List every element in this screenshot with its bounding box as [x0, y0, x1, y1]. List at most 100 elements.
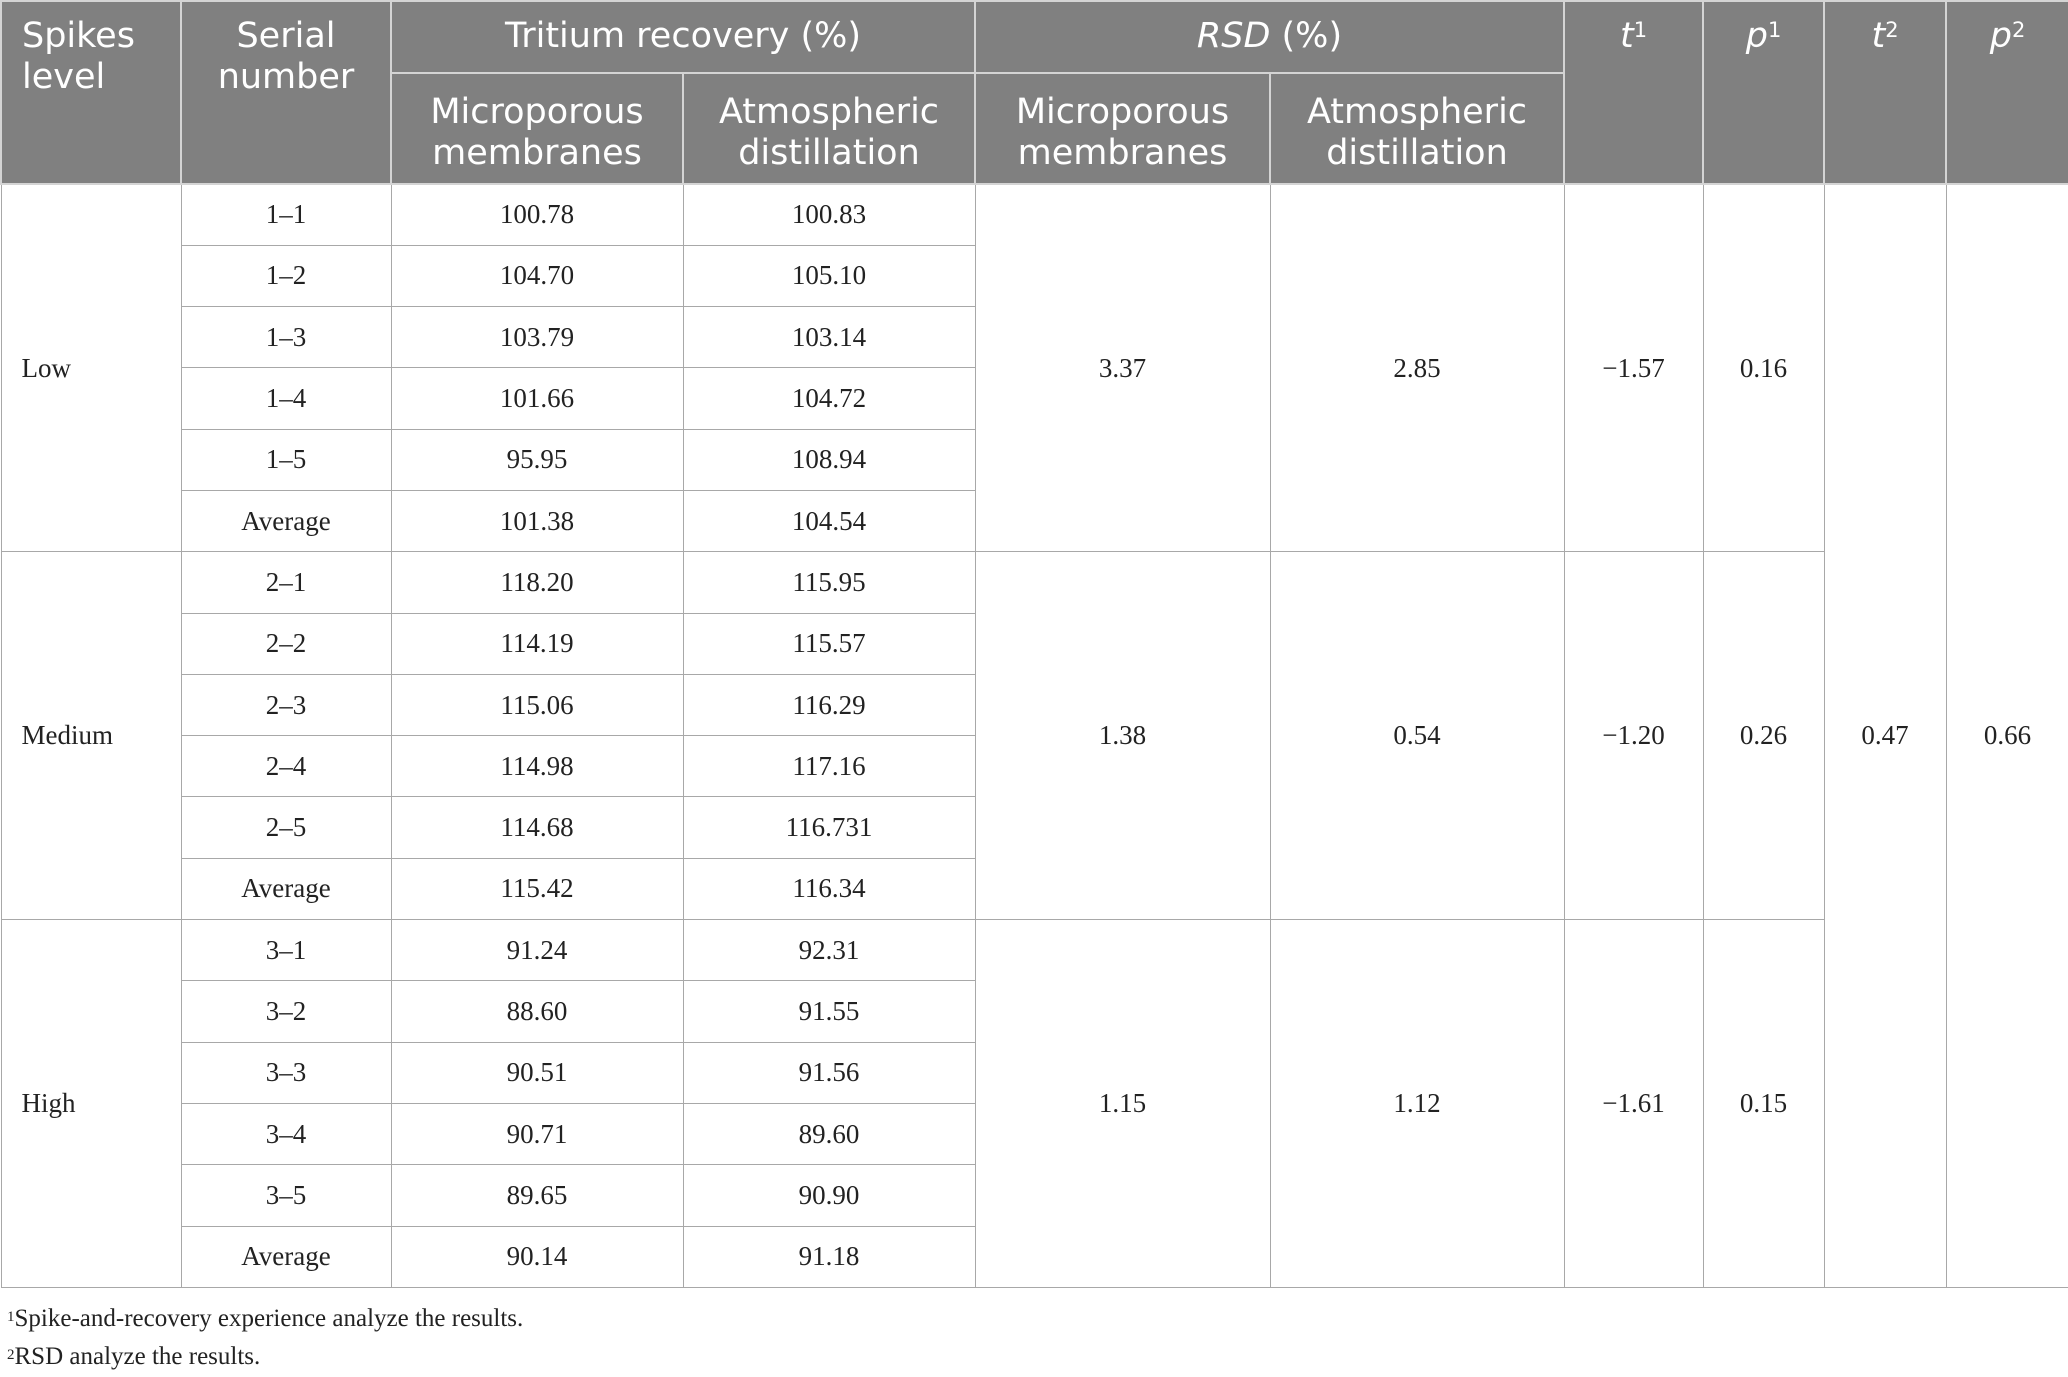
header-t1-sup: 1	[1633, 18, 1648, 42]
serial-cell: 1–4	[180, 367, 392, 430]
table-row: Average 90.14 91.18	[1, 1225, 2068, 1288]
header-p1: p1	[1702, 0, 1826, 185]
t1-high: −1.61	[1563, 919, 1704, 1288]
p1-medium: 0.26	[1702, 551, 1825, 921]
serial-cell: 1–2	[180, 244, 392, 308]
header-t1: t1	[1563, 0, 1705, 185]
atmospheric-cell: 104.54	[682, 489, 976, 553]
microporous-cell: 88.60	[390, 980, 684, 1043]
table-row: 1–5 95.95 108.94	[1, 428, 2068, 491]
p2-value: 0.66	[1945, 183, 2068, 1288]
serial-cell: 2–5	[180, 796, 392, 859]
header-t2-sup: 2	[1885, 18, 1899, 42]
table-row: 1–4 101.66 104.72	[1, 367, 2068, 430]
footnote-1-text: Spike-and-recovery experience analyze th…	[14, 1305, 524, 1332]
spikes-level-high: High	[0, 919, 182, 1288]
header-rsd-microporous: Microporous membranes	[974, 72, 1271, 185]
atmospheric-cell: 100.83	[682, 183, 976, 246]
atmospheric-cell: 117.16	[682, 735, 976, 798]
microporous-cell: 114.98	[390, 735, 684, 798]
t1-low: −1.57	[1563, 183, 1704, 553]
table-row: High 3–1 91.24 92.31 1.15 1.12 −1.61 0.1…	[0, 919, 2068, 1288]
microporous-cell: 103.79	[390, 306, 684, 369]
table-row: 3–3 90.51 91.56	[1, 1041, 2068, 1104]
atmospheric-cell: 103.14	[682, 306, 976, 369]
atmospheric-cell: 105.10	[682, 244, 976, 308]
atmospheric-cell: 104.72	[682, 367, 976, 430]
table-row: 2–2 114.19 115.57	[1, 612, 2068, 675]
t1-medium: −1.20	[1563, 551, 1704, 921]
serial-cell: Average	[180, 857, 392, 921]
serial-cell: 2–2	[180, 612, 392, 675]
microporous-cell: 91.24	[390, 919, 684, 982]
serial-cell: 1–3	[180, 306, 392, 369]
table-header: Spikes level Serial number Tritium recov…	[0, 0, 2068, 185]
atmospheric-cell: 116.34	[682, 857, 976, 921]
microporous-cell: 100.78	[390, 183, 684, 246]
microporous-cell: 115.42	[390, 857, 684, 921]
atmospheric-cell: 92.31	[682, 919, 976, 982]
footnotes: 1Spike-and-recovery experience analyze t…	[7, 1300, 523, 1376]
microporous-cell: 114.19	[390, 612, 684, 675]
atmospheric-cell: 116.731	[682, 796, 976, 859]
p1-low: 0.16	[1702, 183, 1825, 553]
serial-cell: Average	[180, 489, 392, 553]
table-row: Average 101.38 104.54	[1, 489, 2068, 553]
table-row: 2–4 114.98 117.16	[1, 735, 2068, 798]
header-t1-symbol: t	[1619, 16, 1634, 56]
table-row: 3–2 88.60 91.55	[1, 980, 2068, 1043]
header-rsd-name: RSD	[1196, 16, 1271, 56]
header-tritium-recovery: Tritium recovery (%)	[390, 0, 976, 74]
footnote-2: 2RSD analyze the results.	[7, 1338, 523, 1376]
atmospheric-cell: 115.95	[682, 551, 976, 614]
atmospheric-cell: 115.57	[682, 612, 976, 675]
table-row: 2–3 115.06 116.29	[1, 673, 2068, 737]
header-rsd-atmospheric: Atmospheric distillation	[1268, 72, 1566, 185]
rsd-atmospheric-low: 2.85	[1269, 183, 1565, 553]
header-t2: t2	[1823, 0, 1948, 185]
results-table: Spikes level Serial number Tritium recov…	[0, 0, 2068, 1288]
table-row: 1–2 104.70 105.10	[1, 244, 2068, 308]
microporous-cell: 104.70	[390, 244, 684, 308]
microporous-cell: 115.06	[390, 673, 684, 737]
rsd-atmospheric-high: 1.12	[1269, 919, 1565, 1288]
serial-cell: 1–5	[180, 428, 392, 491]
microporous-cell: 90.71	[390, 1102, 684, 1166]
rsd-microporous-high: 1.15	[974, 919, 1271, 1288]
microporous-cell: 118.20	[390, 551, 684, 614]
microporous-cell: 90.51	[390, 1041, 684, 1104]
microporous-cell: 101.38	[390, 489, 684, 553]
header-recovery-atmospheric: Atmospheric distillation	[682, 72, 976, 185]
header-p1-symbol: p	[1745, 16, 1768, 56]
serial-cell: 1–1	[180, 183, 392, 246]
serial-cell: 3–2	[180, 980, 392, 1043]
serial-cell: 2–4	[180, 735, 392, 798]
header-p2-symbol: p	[1989, 16, 2012, 56]
table-body: Low 1–1 100.78 100.83 3.37 2.85 −1.57 0.…	[0, 183, 2068, 1288]
header-spikes-level: Spikes level	[0, 0, 182, 185]
microporous-cell: 90.14	[390, 1225, 684, 1288]
microporous-cell: 101.66	[390, 367, 684, 430]
serial-cell: 2–3	[180, 673, 392, 737]
p1-high: 0.15	[1702, 919, 1825, 1288]
atmospheric-cell: 91.55	[682, 980, 976, 1043]
spikes-level-medium: Medium	[0, 551, 182, 921]
rsd-atmospheric-medium: 0.54	[1269, 551, 1565, 921]
serial-cell: 3–1	[180, 919, 392, 982]
atmospheric-cell: 89.60	[682, 1102, 976, 1166]
atmospheric-cell: 108.94	[682, 428, 976, 491]
t2-value: 0.47	[1823, 183, 1947, 1288]
serial-cell: 3–3	[180, 1041, 392, 1104]
microporous-cell: 89.65	[390, 1164, 684, 1227]
table-row: 2–5 114.68 116.731	[1, 796, 2068, 859]
table-row: Low 1–1 100.78 100.83 3.37 2.85 −1.57 0.…	[0, 183, 2068, 1288]
serial-cell: 2–1	[180, 551, 392, 614]
header-rsd: RSD (%)	[973, 0, 1566, 74]
footnote-1-mark: 1	[7, 1309, 15, 1325]
header-t2-symbol: t	[1871, 16, 1886, 56]
microporous-cell: 95.95	[390, 428, 684, 491]
table-row: 3–5 89.65 90.90	[1, 1164, 2068, 1227]
header-p2-sup: 2	[2011, 18, 2026, 42]
serial-cell: 3–4	[180, 1102, 392, 1166]
rsd-microporous-medium: 1.38	[974, 551, 1271, 921]
